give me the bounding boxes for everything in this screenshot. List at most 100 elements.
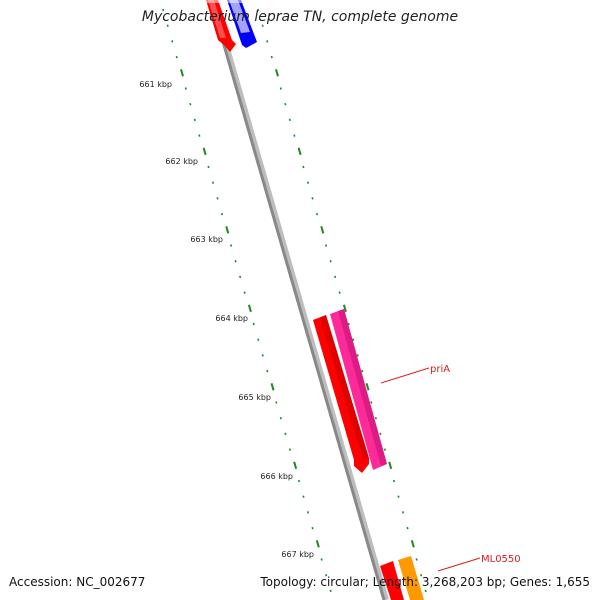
minor-tick-mark: [207, 165, 210, 169]
minor-tick-mark: [325, 573, 328, 577]
minor-tick-mark: [252, 322, 255, 326]
major-tick-mark: [365, 383, 370, 391]
minor-tick-mark: [306, 511, 310, 514]
minor-tick-mark: [306, 181, 310, 184]
major-tick-mark: [275, 69, 279, 77]
major-tick-mark: [202, 147, 207, 156]
minor-tick-mark: [383, 448, 386, 451]
minor-tick-mark: [184, 87, 187, 90]
minor-tick-mark: [325, 244, 328, 247]
minor-tick-mark: [171, 40, 174, 43]
tick-label: 663 kbp: [190, 235, 223, 244]
minor-tick-mark: [234, 259, 237, 263]
minor-tick-mark: [211, 181, 215, 184]
genome-title: Mycobacterium leprae TN, complete genome: [141, 9, 459, 25]
minor-tick-mark: [356, 354, 359, 357]
minor-tick-mark: [311, 197, 314, 200]
minor-tick-mark: [361, 369, 364, 373]
gene-feature-red-shade: [320, 315, 369, 460]
minor-tick-mark: [338, 291, 341, 294]
minor-tick-mark: [379, 432, 382, 436]
minor-tick-mark: [347, 322, 350, 326]
ML0550-leader-line: [437, 557, 481, 572]
minor-tick-mark: [334, 275, 337, 279]
genome-backbone: [209, 0, 386, 600]
inner-tick-track: [162, 8, 332, 593]
minor-tick-mark: [275, 401, 278, 404]
minor-tick-mark: [288, 448, 291, 451]
major-tick-mark: [270, 383, 275, 391]
major-tick-mark: [315, 540, 320, 548]
minor-tick-mark: [392, 479, 396, 483]
minor-tick-mark: [270, 55, 273, 59]
minor-tick-mark: [288, 118, 291, 122]
minor-tick-mark: [257, 8, 260, 12]
tick-label: 661 kbp: [139, 80, 172, 89]
minor-tick-mark: [266, 369, 269, 373]
minor-tick-mark: [293, 134, 296, 137]
minor-tick-mark: [374, 416, 377, 420]
minor-tick-mark: [302, 165, 305, 169]
minor-tick-mark: [401, 511, 405, 514]
minor-tick-mark: [329, 589, 332, 593]
minor-tick-mark: [162, 8, 165, 12]
minor-tick-mark: [415, 558, 418, 561]
minor-tick-mark: [261, 24, 264, 27]
tick-label: 664 kbp: [215, 314, 248, 323]
minor-tick-mark: [284, 432, 287, 436]
minor-tick-mark: [261, 354, 264, 357]
minor-tick-mark: [284, 102, 287, 106]
minor-tick-mark: [329, 259, 332, 263]
major-tick-mark: [293, 461, 298, 470]
minor-tick-mark: [220, 212, 224, 216]
minor-tick-mark: [175, 55, 178, 59]
major-tick-mark: [320, 226, 325, 234]
minor-tick-mark: [397, 495, 400, 498]
minor-tick-mark: [320, 558, 323, 561]
minor-tick-mark: [279, 87, 282, 90]
priA-leader-line: [380, 367, 430, 384]
major-tick-mark: [342, 304, 347, 313]
major-tick-mark: [247, 304, 252, 313]
minor-tick-mark: [370, 401, 373, 404]
minor-tick-mark: [406, 526, 409, 530]
gene-feature-blue-top-highlight: [229, 0, 250, 33]
outer-tick-track: [257, 8, 427, 593]
gene-label-ML0550[interactable]: ML0550: [481, 554, 521, 565]
major-tick-mark: [388, 461, 393, 470]
major-tick-mark: [180, 69, 184, 77]
gene-feature-red-bottom[interactable]: [380, 561, 404, 600]
tick-label: 665 kbp: [238, 393, 271, 402]
minor-tick-mark: [266, 40, 269, 43]
minor-tick-mark: [311, 526, 314, 530]
minor-tick-mark: [189, 102, 192, 106]
genome-backbone-shadow: [210, 0, 389, 600]
genome-info-text: Topology: circular; Length: 3,268,203 bp…: [260, 575, 590, 589]
major-tick-mark: [410, 540, 415, 548]
minor-tick-mark: [230, 244, 233, 247]
gene-feature-red-top-highlight: [208, 0, 226, 38]
minor-tick-mark: [193, 118, 196, 122]
minor-tick-mark: [315, 212, 319, 216]
tick-labels: 661 kbp 662 kbp 663 kbp 664 kbp 665 kbp …: [139, 80, 314, 559]
minor-tick-mark: [352, 338, 355, 341]
minor-tick-mark: [198, 134, 201, 137]
minor-tick-mark: [243, 291, 246, 294]
minor-tick-mark: [166, 24, 169, 27]
minor-tick-mark: [297, 479, 301, 483]
tick-label: 667 kbp: [281, 550, 314, 559]
tick-label: 666 kbp: [260, 472, 293, 481]
minor-tick-mark: [239, 275, 242, 279]
accession-text: Accession: NC_002677: [9, 575, 146, 589]
minor-tick-mark: [216, 197, 219, 200]
minor-tick-mark: [420, 573, 423, 577]
gene-feature-orange-bottom[interactable]: [398, 556, 424, 600]
gene-feature-priA-shade: [338, 309, 387, 466]
minor-tick-mark: [424, 589, 427, 593]
gene-label-priA[interactable]: priA: [430, 364, 450, 375]
minor-tick-mark: [302, 495, 305, 498]
tick-label: 662 kbp: [165, 157, 198, 166]
major-tick-mark: [297, 147, 302, 156]
minor-tick-mark: [257, 338, 260, 341]
